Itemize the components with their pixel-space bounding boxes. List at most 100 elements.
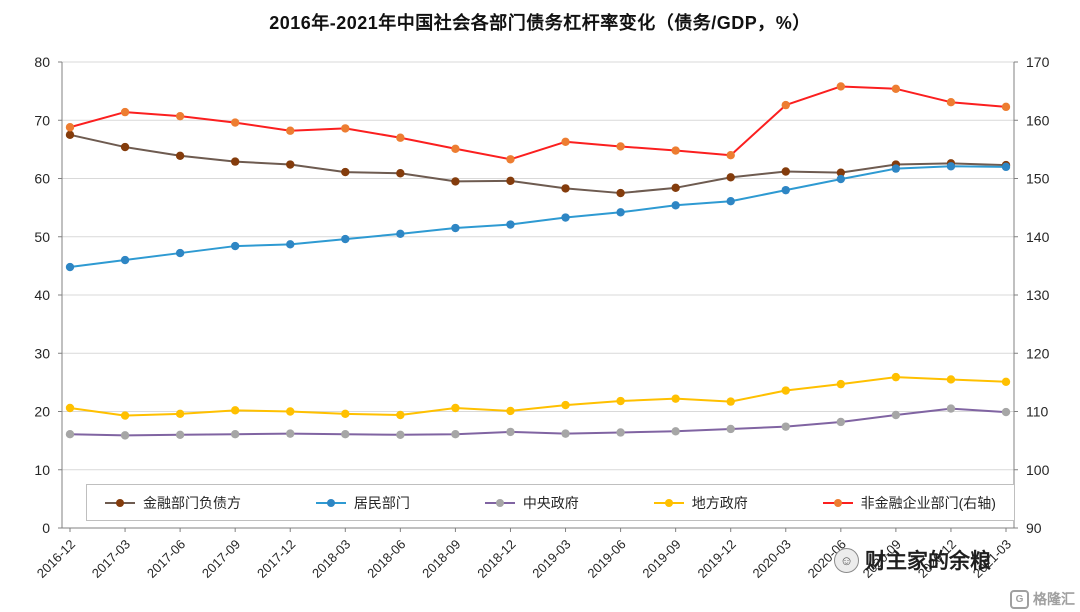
series-point (451, 430, 460, 439)
series-point (616, 396, 625, 406)
series-point (671, 183, 680, 193)
author-avatar-icon: ☺ (834, 547, 859, 573)
series-point (946, 162, 956, 171)
series-point (175, 409, 185, 419)
series-point (175, 248, 185, 258)
series-point (616, 142, 625, 151)
series-point (561, 137, 570, 147)
x-axis-tick-label: 2017-03 (89, 537, 133, 581)
right-axis-tick-label: 130 (1026, 287, 1050, 303)
x-axis-tick-label: 2017-06 (144, 537, 188, 581)
x-axis-tick-label: 2019-09 (639, 537, 683, 581)
series-point (1001, 407, 1011, 417)
series-point (506, 220, 515, 229)
series-point (506, 155, 515, 164)
series-point (65, 430, 75, 439)
series-point (230, 430, 240, 439)
series-point (120, 255, 130, 265)
series-point (891, 410, 901, 420)
series-point (506, 406, 515, 416)
series-point (561, 400, 570, 410)
right-axis-tick-label: 120 (1026, 345, 1050, 361)
series-point (120, 411, 130, 420)
series-point (286, 240, 295, 249)
left-axis-tick-label: 30 (34, 345, 50, 361)
series-point (396, 169, 405, 178)
right-axis-tick-label: 140 (1026, 229, 1050, 245)
legend-marker (315, 498, 346, 507)
series-point (671, 201, 680, 210)
left-axis-tick-label: 70 (34, 112, 50, 128)
series-point (836, 174, 846, 184)
series-point (175, 111, 185, 121)
legend-item: 地方政府 (653, 493, 748, 513)
x-axis-tick-label: 2019-06 (584, 537, 628, 581)
series-point (781, 100, 790, 110)
series-point (506, 176, 515, 186)
series-point (781, 386, 790, 395)
x-axis-tick-label: 2018-03 (309, 537, 353, 581)
series-point (230, 241, 240, 251)
legend-marker-dot (664, 498, 673, 507)
series-line-0 (69, 133, 1007, 195)
series-point (65, 403, 75, 413)
legend-marker-dot (833, 498, 842, 507)
legend-item: 金融部门负债方 (105, 493, 241, 513)
left-axis-tick-label: 60 (34, 171, 50, 187)
series-point (836, 379, 846, 389)
series-point (1001, 162, 1011, 172)
series-point (506, 427, 515, 437)
legend-label: 非金融企业部门(右轴) (860, 494, 996, 511)
series-point (341, 409, 350, 419)
series-line-1 (69, 165, 1007, 269)
series-point (451, 223, 460, 233)
x-axis-tick-label: 2018-09 (419, 537, 463, 581)
series-point (891, 372, 901, 382)
x-axis-tick-label: 2016-12 (34, 537, 78, 581)
x-axis-tick-label: 2018-06 (364, 537, 408, 581)
x-axis-tick-label: 2017-09 (199, 537, 243, 581)
left-axis-tick-label: 10 (34, 462, 50, 478)
legend-label: 金融部门负债方 (143, 494, 241, 511)
legend-label: 地方政府 (691, 494, 748, 511)
chart-legend: 金融部门负债方 居民部门 中央政府 地方政府 非金融企业部门(右轴) (86, 484, 1015, 521)
legend-marker-dot (495, 498, 504, 507)
platform-g-icon: G (1010, 589, 1029, 609)
series-point (230, 118, 240, 127)
platform-logo: G 格隆汇 (1010, 589, 1075, 609)
legend-marker (484, 498, 515, 507)
legend-marker (653, 498, 684, 507)
series-point (671, 146, 680, 155)
series-point (341, 234, 350, 244)
series-point (65, 123, 75, 132)
series-point (671, 394, 680, 403)
x-axis-tick-label: 2019-12 (694, 537, 738, 581)
legend-marker-dot (116, 498, 124, 507)
series-point (120, 431, 130, 440)
series-point (341, 430, 350, 439)
chart-title: 2016年-2021年中国社会各部门债务杠杆率变化（债务/GDP，%） (269, 13, 811, 33)
series-point (230, 406, 240, 415)
series-point (616, 208, 625, 217)
x-axis-tick-label: 2019-03 (529, 537, 573, 581)
x-axis-tick-label: 2020-03 (750, 537, 794, 581)
right-axis-tick-label: 110 (1026, 404, 1049, 420)
legend-marker (105, 498, 135, 507)
series-point (286, 160, 295, 169)
series-point (175, 151, 185, 160)
series-point (286, 429, 295, 438)
legend-marker-dot (326, 498, 335, 507)
series-point (120, 142, 130, 152)
series-point (946, 97, 956, 107)
series-line-2 (69, 407, 1007, 437)
left-axis-tick-label: 20 (34, 404, 50, 420)
legend-item: 中央政府 (484, 493, 579, 513)
series-point (946, 375, 956, 384)
series-point (230, 157, 240, 166)
right-axis-tick-label: 100 (1026, 462, 1050, 478)
series-point (286, 126, 295, 135)
series-point (396, 430, 405, 439)
series-point (175, 430, 185, 439)
series-point (726, 397, 735, 406)
